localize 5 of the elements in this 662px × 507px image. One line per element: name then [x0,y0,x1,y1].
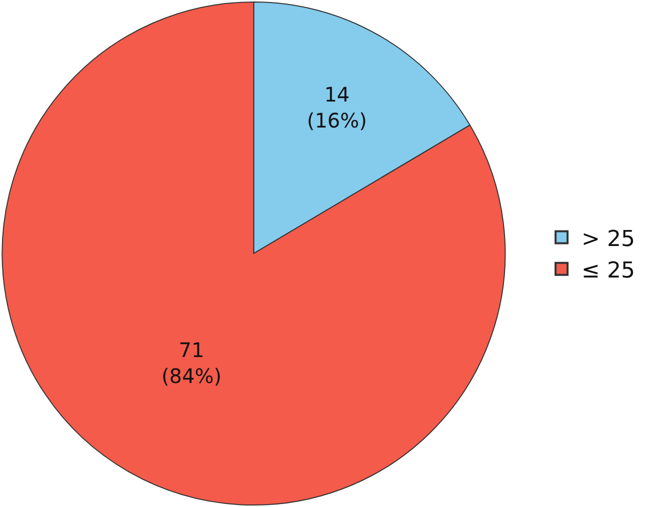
data-label: 71 (84%) [161,338,222,388]
legend-label: ≤ 25 [582,258,635,284]
legend-label: > 25 [582,226,635,252]
pie-slice [2,2,506,506]
data-label: 14 (16%) [306,82,367,132]
